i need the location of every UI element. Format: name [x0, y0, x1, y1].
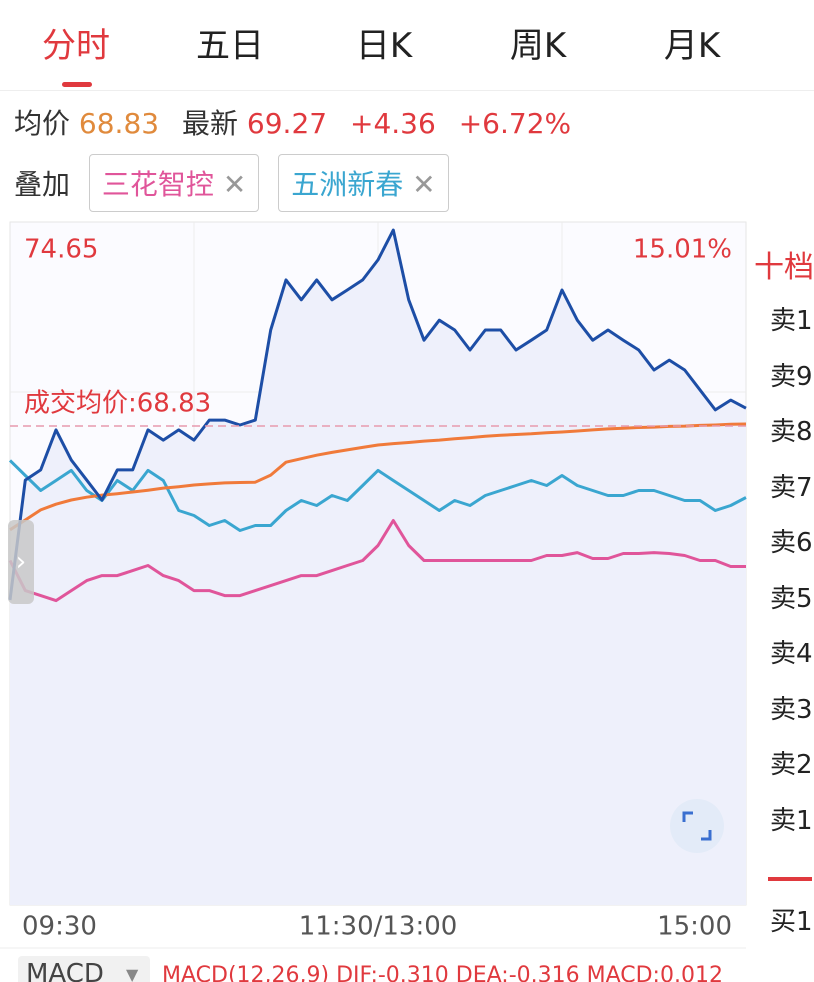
ask-level: 卖4 — [770, 639, 813, 669]
chip-text: 三花智控 — [101, 168, 214, 201]
latest-price: 69.27 — [246, 107, 328, 140]
x-tick-label: 11:30/13:00 — [299, 912, 458, 942]
y-tick-label: 74.65 — [24, 235, 98, 265]
tab[interactable]: 周K — [509, 26, 567, 66]
divider — [768, 877, 812, 881]
handle-arrow: › — [16, 547, 26, 577]
fullscreen-button[interactable] — [670, 799, 724, 853]
label: 最新 — [182, 107, 239, 140]
tab[interactable]: 日K — [355, 26, 413, 66]
label: 均价 — [14, 107, 71, 140]
avg-price: 68.83 — [78, 107, 160, 140]
chip-text: 五洲新春 — [291, 168, 404, 201]
indicator-button-text: MACD — [26, 959, 104, 982]
ask-level: 卖7 — [770, 472, 813, 503]
tab[interactable]: 月K — [663, 26, 721, 66]
close-icon[interactable]: ✕ — [222, 168, 247, 201]
tab[interactable]: 五日 — [196, 26, 264, 66]
overlay-chip[interactable]: 三花智控 ✕ — [88, 154, 260, 212]
side-handle[interactable] — [8, 520, 34, 604]
avg-price-label: 成交均价:68.83 — [24, 389, 211, 419]
tab-indicator — [62, 82, 92, 87]
label: 叠加 — [14, 168, 71, 201]
order-book-title: 十档 — [754, 250, 814, 285]
overlay-row: 叠加 三花智控 ✕ 五洲新春 ✕ — [14, 154, 449, 212]
summary: 均价 68.83 最新 69.27 +4.36 +6.72% — [14, 102, 571, 142]
line — [8, 519, 746, 603]
ask-level: 卖3 — [770, 694, 813, 725]
change-pct: +6.72% — [458, 107, 572, 140]
ask-level: 卖5 — [770, 583, 813, 614]
change: +4.36 — [350, 107, 436, 140]
ask-level: 卖6 — [770, 528, 813, 558]
ask-level: 卖2 — [770, 750, 813, 780]
divider — [0, 90, 814, 91]
tab[interactable]: 分时 — [42, 26, 110, 66]
fullscreen-icon — [682, 811, 712, 841]
line — [9, 422, 747, 532]
overlay-chip[interactable]: 五洲新春 ✕ — [278, 154, 449, 212]
bid-level: 买1 — [770, 907, 813, 937]
ask-level: 卖1 — [770, 805, 813, 836]
ask-level: 卖8 — [770, 417, 813, 447]
order-book: 十档 卖10 卖9 卖8 卖7 卖6 卖5 卖4 卖3 卖2 卖1 买1 — [752, 222, 814, 956]
close-icon[interactable]: ✕ — [412, 168, 436, 201]
x-tick-label: 15:00 — [657, 912, 732, 942]
ask-level: 卖10 — [770, 306, 814, 336]
indicator-values: MACD(12,26,9) DIF:-0.310 DEA:-0.316 MACD… — [162, 963, 723, 982]
dropdown-arrow: ▼ — [126, 965, 139, 982]
area — [10, 230, 746, 906]
x-tick-label: 09:30 — [22, 912, 97, 942]
indicator-button[interactable] — [18, 956, 150, 982]
ask-level: 卖9 — [770, 361, 813, 392]
line — [8, 228, 747, 601]
y2-tick-label: 15.01% — [633, 235, 732, 265]
